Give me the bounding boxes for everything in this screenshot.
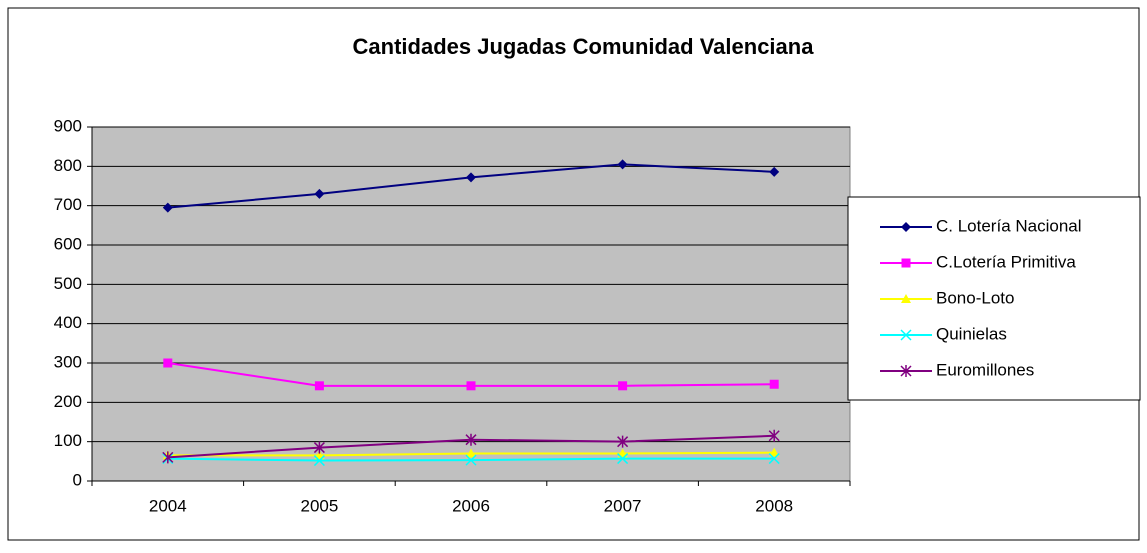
y-tick-label: 900	[54, 116, 82, 135]
marker	[617, 159, 628, 170]
marker	[466, 172, 476, 183]
marker	[466, 448, 476, 458]
marker	[900, 329, 912, 341]
marker	[901, 258, 911, 268]
x-tick-label: 2006	[452, 496, 490, 515]
legend-label: Quinielas	[936, 324, 1007, 343]
y-tick-label: 100	[54, 431, 82, 450]
y-tick-label: 400	[54, 313, 82, 332]
legend-label: Euromillones	[936, 360, 1034, 379]
y-tick-label: 300	[54, 352, 82, 371]
legend-label: Bono-Loto	[936, 288, 1014, 307]
marker	[618, 381, 628, 391]
y-tick-label: 0	[73, 470, 82, 489]
marker	[900, 365, 912, 377]
legend-label: C.Lotería Primitiva	[936, 252, 1076, 271]
chart-title: Cantidades Jugadas Comunidad Valenciana	[353, 34, 815, 59]
x-tick-label: 2004	[149, 496, 187, 515]
marker	[465, 454, 477, 466]
marker	[162, 202, 173, 213]
marker	[314, 188, 325, 199]
marker	[313, 441, 325, 454]
marker	[769, 166, 780, 177]
y-tick-label: 500	[54, 274, 82, 293]
x-tick-label: 2008	[755, 496, 793, 515]
marker	[901, 222, 911, 232]
legend-label: C. Lotería Nacional	[936, 216, 1082, 235]
x-tick-label: 2007	[604, 496, 642, 515]
plot-area	[91, 126, 851, 482]
marker	[313, 455, 325, 467]
x-tick-label: 2005	[300, 496, 338, 515]
marker	[163, 358, 173, 368]
y-tick-label: 200	[54, 392, 82, 411]
marker	[768, 453, 780, 465]
marker	[901, 294, 911, 303]
marker	[617, 435, 629, 448]
marker	[769, 379, 779, 389]
marker	[465, 433, 477, 446]
marker	[314, 381, 324, 391]
y-tick-label: 600	[54, 234, 82, 253]
marker	[617, 453, 629, 465]
marker	[769, 447, 780, 457]
y-tick-label: 800	[54, 156, 82, 175]
marker	[466, 381, 476, 391]
y-tick-label: 700	[54, 195, 82, 214]
marker	[768, 429, 780, 442]
marker	[162, 451, 174, 464]
